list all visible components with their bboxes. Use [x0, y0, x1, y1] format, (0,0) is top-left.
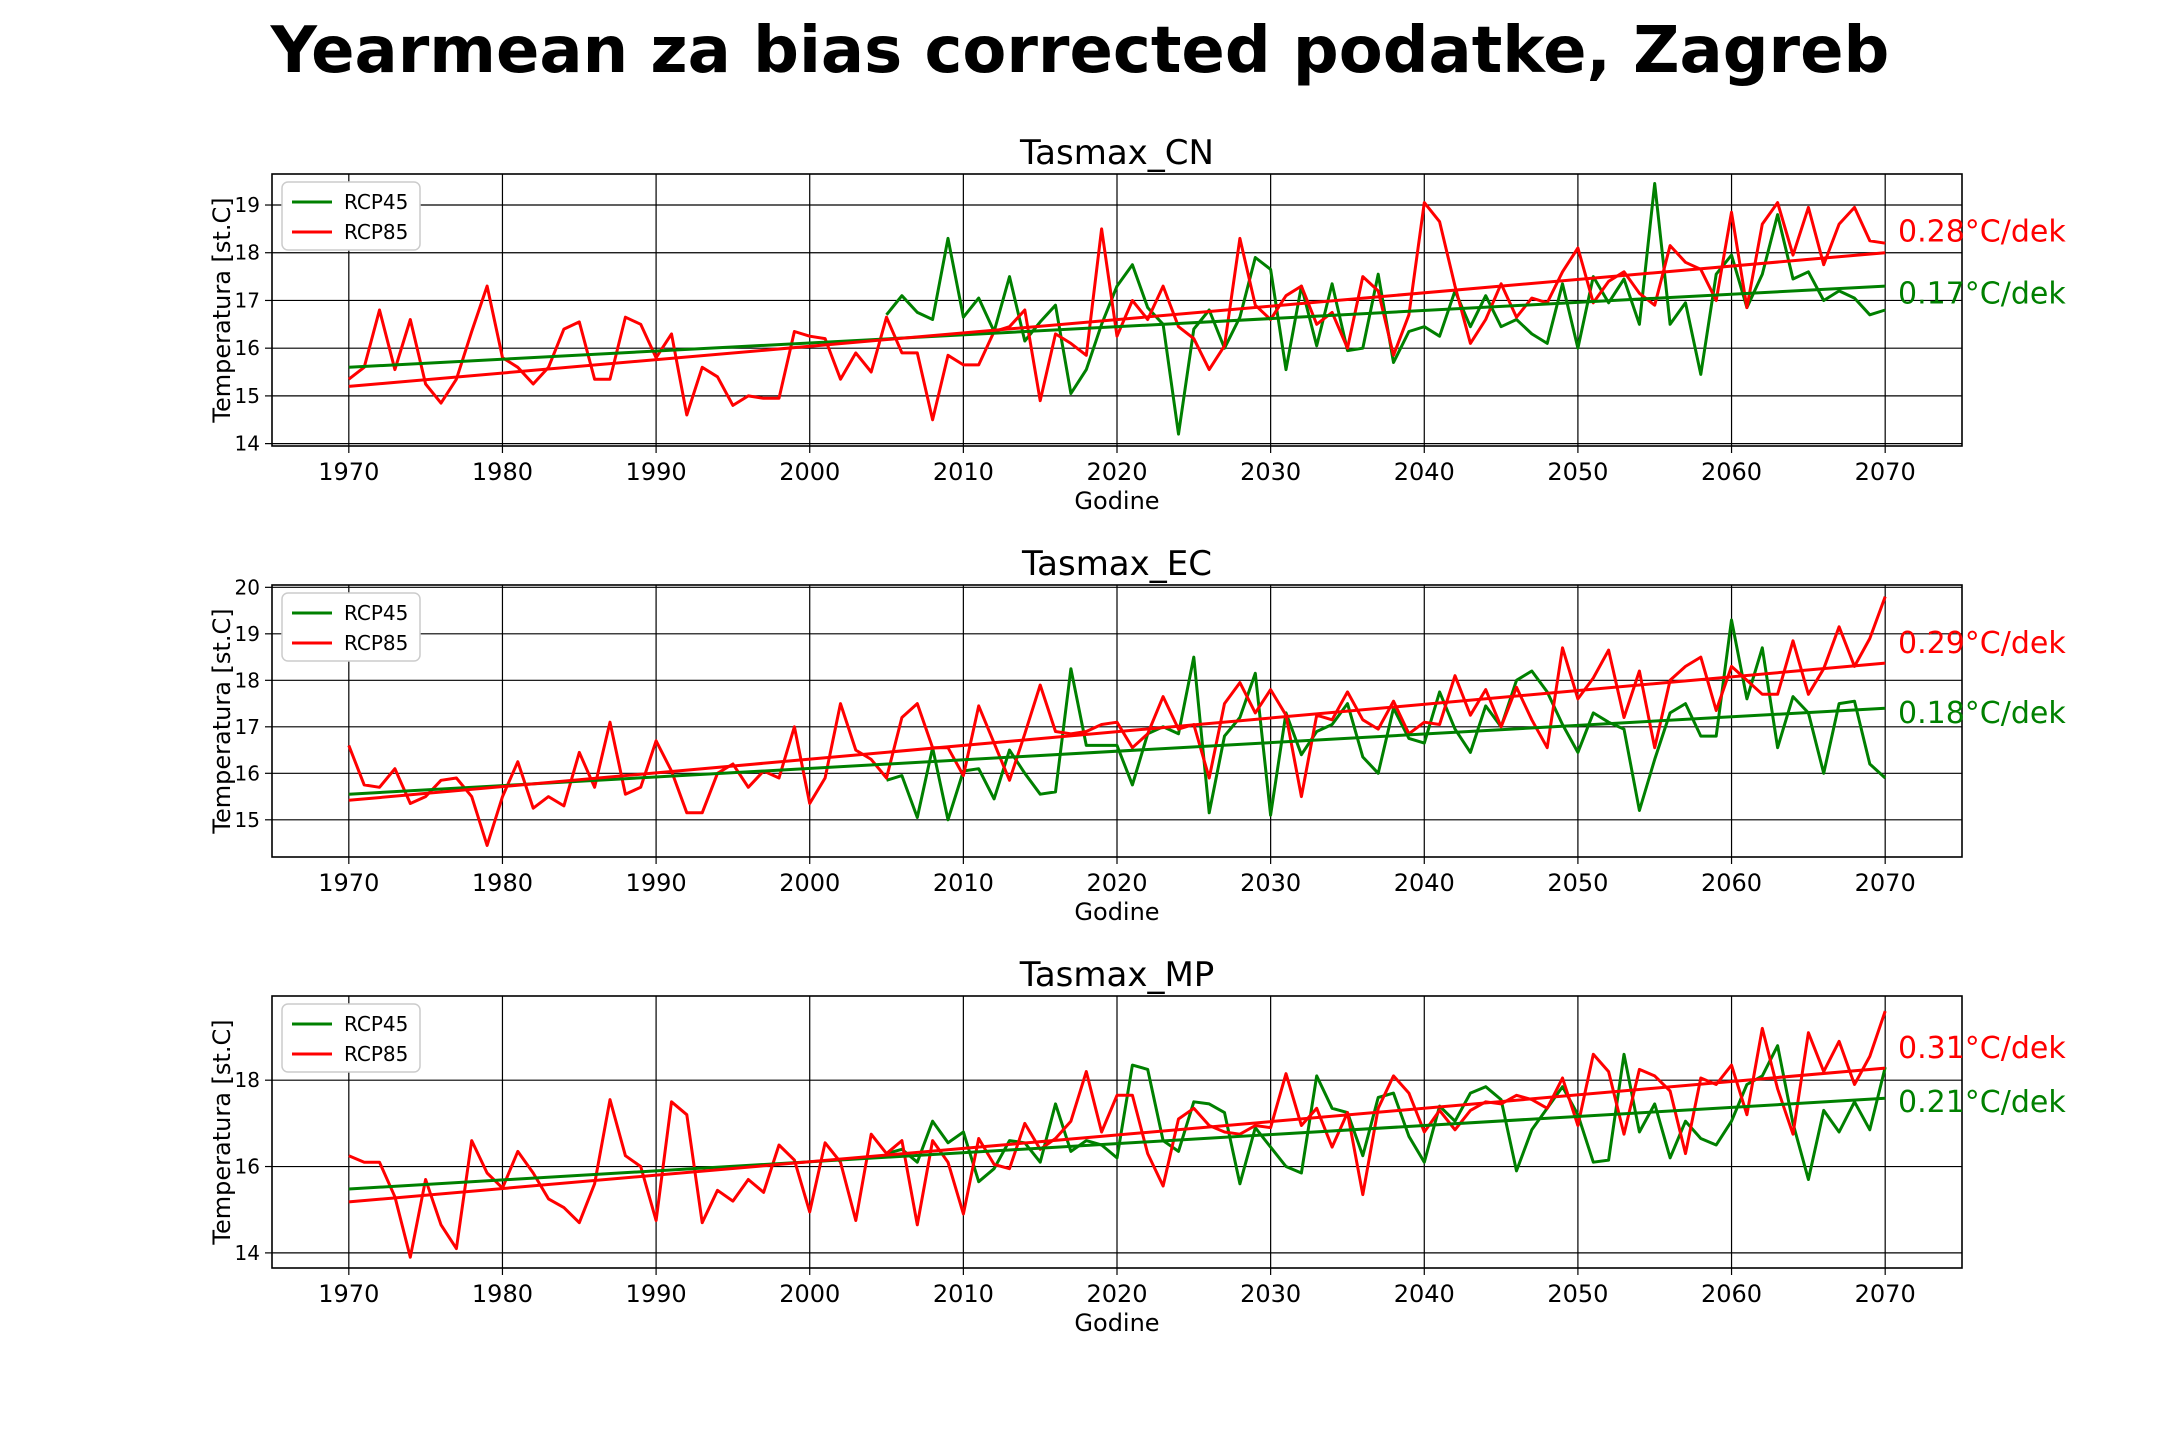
y-tick-label: 16 [235, 336, 260, 360]
x-tick-label: 1990 [626, 458, 687, 486]
legend-label-rcp85: RCP85 [344, 220, 408, 244]
x-tick-label: 2070 [1855, 1280, 1916, 1308]
y-tick-label: 15 [235, 384, 260, 408]
x-tick-label: 2030 [1240, 458, 1301, 486]
x-tick-label: 2020 [1086, 869, 1147, 897]
x-tick-label: 2000 [779, 869, 840, 897]
y-tick-label: 18 [235, 668, 260, 692]
x-tick-label: 1970 [318, 1280, 379, 1308]
legend-label-rcp45: RCP45 [344, 601, 408, 625]
y-axis-label: Temperatura [st.C] [208, 1019, 236, 1245]
x-tick-label: 2050 [1547, 869, 1608, 897]
x-tick-label: 2010 [933, 458, 994, 486]
series-line-trend-rcp45 [348, 706, 1886, 796]
legend-label-rcp85: RCP85 [344, 631, 408, 655]
legend: RCP45 RCP85 [281, 1003, 421, 1073]
y-tick-label: 20 [235, 575, 260, 599]
y-tick-label: 19 [235, 622, 260, 646]
y-tick-label: 16 [235, 761, 260, 785]
x-tick-label: 2010 [933, 869, 994, 897]
legend-label-rcp45: RCP45 [344, 1012, 408, 1036]
plot-frame [271, 995, 1963, 1269]
figure-title: Yearmean za bias corrected podatke, Zagr… [270, 14, 1890, 88]
series-line-trend-rcp85 [348, 1066, 1886, 1204]
x-tick-label: 2030 [1240, 869, 1301, 897]
x-axis-label: Godine [1074, 1309, 1159, 1337]
series-line-trend-rcp45 [348, 1096, 1886, 1191]
legend: RCP45 RCP85 [281, 592, 421, 662]
y-tick-label: 19 [235, 193, 260, 217]
chart-panel-tasmax-mp: Tasmax_MP 1970 1980 1990 2000 2010 2020 2030 204… [208, 955, 2066, 1337]
y-tick-label: 18 [235, 241, 260, 265]
trend-annotation: 0.29°C/dek [1898, 626, 2066, 661]
x-tick-label: 2010 [933, 1280, 994, 1308]
x-axis-label: Godine [1074, 898, 1159, 926]
series-line-trend-rcp45 [348, 284, 1886, 369]
legend-label-rcp85: RCP85 [344, 1042, 408, 1066]
x-tick-label: 2000 [779, 458, 840, 486]
y-tick-label: 14 [235, 1241, 260, 1265]
x-tick-label: 2000 [779, 1280, 840, 1308]
panel-title: Tasmax_CN [1019, 133, 1214, 173]
y-axis-label: Temperatura [st.C] [208, 197, 236, 423]
legend: RCP45 RCP85 [281, 181, 421, 251]
x-tick-label: 2070 [1855, 869, 1916, 897]
x-tick-label: 2030 [1240, 1280, 1301, 1308]
trend-annotation: 0.28°C/dek [1898, 214, 2066, 249]
trend-annotation: 0.31°C/dek [1898, 1031, 2066, 1066]
series-line-rcp45 [885, 182, 1886, 436]
series-line-rcp45 [886, 1044, 1887, 1186]
series-line-rcp85 [347, 596, 1887, 847]
x-tick-label: 1980 [472, 869, 533, 897]
panel-title: Tasmax_EC [1021, 544, 1212, 584]
x-tick-label: 2060 [1701, 869, 1762, 897]
x-tick-label: 1980 [472, 458, 533, 486]
x-tick-label: 2040 [1394, 869, 1455, 897]
series-line-rcp85 [347, 201, 1886, 422]
y-tick-label: 16 [235, 1155, 260, 1179]
chart-panel-tasmax-cn: Tasmax_CN 1970 1980 1990 2000 2010 2020 2030 204… [208, 133, 2066, 515]
x-tick-label: 1970 [318, 458, 379, 486]
plot-frame [271, 173, 1963, 447]
series-line-trend-rcp85 [348, 661, 1886, 802]
x-tick-label: 1990 [626, 869, 687, 897]
trend-annotation: 0.21°C/dek [1898, 1085, 2066, 1120]
x-tick-label: 2050 [1547, 458, 1608, 486]
x-tick-label: 2020 [1086, 458, 1147, 486]
x-axis-label: Godine [1074, 487, 1159, 515]
trend-annotation: 0.18°C/dek [1898, 696, 2066, 731]
x-tick-label: 1980 [472, 1280, 533, 1308]
x-tick-label: 2060 [1701, 458, 1762, 486]
series-line-trend-rcp85 [348, 251, 1886, 388]
plot-frame [271, 584, 1963, 858]
series-line-rcp45 [886, 618, 1887, 822]
x-tick-label: 2040 [1394, 1280, 1455, 1308]
legend-label-rcp45: RCP45 [344, 190, 408, 214]
x-tick-label: 1990 [626, 1280, 687, 1308]
x-tick-label: 2070 [1855, 458, 1916, 486]
y-tick-label: 17 [235, 715, 260, 739]
chart-panel-tasmax-ec: Tasmax_EC 1970 1980 1990 2000 2010 2020 2030 204… [208, 544, 2066, 926]
x-tick-label: 2060 [1701, 1280, 1762, 1308]
y-tick-label: 14 [235, 432, 260, 456]
x-tick-label: 1970 [318, 869, 379, 897]
y-tick-label: 18 [235, 1068, 260, 1092]
x-tick-label: 2050 [1547, 1280, 1608, 1308]
y-axis-label: Temperatura [st.C] [208, 608, 236, 834]
y-tick-label: 17 [235, 288, 260, 312]
panel-title: Tasmax_MP [1019, 955, 1215, 995]
trend-annotation: 0.17°C/dek [1898, 276, 2066, 311]
x-tick-label: 2040 [1394, 458, 1455, 486]
y-tick-label: 15 [235, 808, 260, 832]
x-tick-label: 2020 [1086, 1280, 1147, 1308]
